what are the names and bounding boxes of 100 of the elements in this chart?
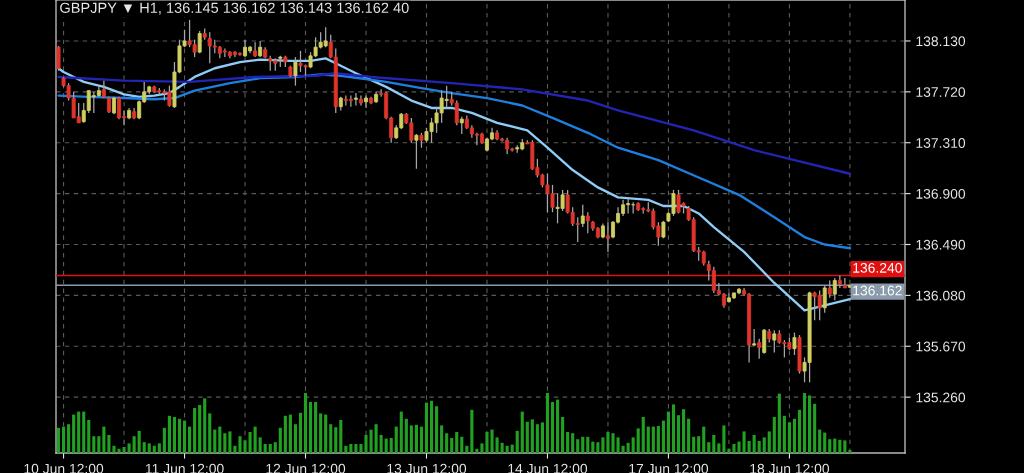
bar — [172, 417, 177, 453]
bar — [213, 429, 217, 453]
bar — [495, 437, 499, 453]
bar — [702, 426, 706, 453]
bar — [182, 420, 187, 453]
bar — [82, 411, 86, 453]
candlestick — [353, 92, 358, 107]
candlestick — [580, 204, 585, 228]
x-tick-label: 14 Jun 12:00 — [508, 463, 588, 473]
y-tick-label: 136.080 — [916, 290, 966, 301]
bar — [470, 409, 474, 453]
bar — [258, 437, 262, 453]
y-tick-label: 136.900 — [916, 188, 966, 199]
x-tick-label: 17 Jun 12:00 — [629, 463, 709, 473]
bar — [545, 393, 550, 453]
bar — [399, 411, 403, 453]
bar — [283, 415, 287, 453]
bar — [319, 413, 323, 453]
bar — [500, 442, 504, 453]
bar — [682, 409, 686, 453]
bar — [601, 437, 605, 453]
bar — [404, 418, 408, 453]
bar — [626, 442, 630, 453]
bar — [152, 445, 156, 453]
bar — [712, 435, 716, 453]
bar — [72, 414, 76, 453]
bar — [344, 445, 348, 453]
bar — [777, 393, 781, 453]
bar — [747, 441, 751, 453]
bar — [455, 432, 459, 453]
candlestick — [757, 338, 762, 360]
bar — [772, 417, 776, 453]
bar — [384, 438, 388, 453]
bar — [460, 436, 464, 453]
ref-line-label: 136.162 — [853, 285, 902, 296]
bar — [818, 429, 822, 453]
bar — [808, 395, 812, 453]
bar — [203, 398, 207, 453]
bar — [581, 436, 585, 453]
bar — [288, 414, 292, 453]
bar — [409, 425, 413, 453]
bar — [308, 402, 313, 453]
y-tick-label: 135.670 — [916, 341, 966, 352]
bar — [792, 418, 797, 453]
line-series — [57, 57, 852, 312]
bar — [621, 445, 625, 453]
candlestick — [414, 133, 419, 170]
bar — [147, 443, 151, 453]
bar — [419, 426, 424, 453]
bar — [571, 433, 575, 453]
y-tick-label: 137.310 — [916, 138, 966, 148]
bar — [354, 444, 358, 453]
bar — [87, 420, 91, 453]
bar — [97, 436, 101, 453]
bar — [515, 430, 519, 453]
bar — [298, 412, 303, 453]
bar — [263, 444, 267, 453]
bar — [349, 444, 353, 453]
bar — [278, 427, 282, 453]
bar — [389, 438, 393, 453]
bar — [757, 441, 761, 453]
bar — [646, 426, 650, 453]
bar — [641, 417, 645, 453]
bar — [374, 424, 378, 453]
candlestick — [56, 45, 61, 72]
x-tick-label: 12 Jun 12:00 — [266, 463, 346, 473]
bar — [566, 432, 570, 453]
bar — [379, 435, 383, 453]
y-tick-label: 136.490 — [916, 239, 966, 250]
bar — [797, 409, 802, 453]
x-tick-label: 18 Jun 12:00 — [750, 463, 830, 473]
bar — [228, 431, 232, 453]
bar — [92, 436, 96, 453]
bar — [782, 415, 786, 453]
bar — [56, 427, 61, 453]
bar — [752, 435, 756, 453]
bar — [394, 426, 398, 453]
candlestick — [348, 94, 353, 108]
bar — [697, 436, 701, 453]
bar — [505, 445, 509, 453]
bar — [127, 443, 131, 453]
bar — [692, 436, 696, 453]
bar — [707, 442, 711, 453]
bar — [177, 418, 182, 453]
bar — [651, 426, 655, 453]
bar — [248, 432, 252, 453]
candlestick — [762, 328, 767, 355]
bar — [334, 427, 338, 453]
line-series — [57, 72, 852, 175]
candlestick — [605, 221, 610, 253]
bar — [656, 426, 660, 453]
bar — [687, 418, 691, 453]
bar — [833, 438, 837, 453]
candlestick — [832, 277, 837, 301]
bar — [339, 420, 343, 453]
bar — [62, 426, 66, 453]
bar — [324, 414, 328, 453]
bar — [303, 393, 308, 453]
bar — [67, 424, 71, 453]
bar — [440, 425, 444, 453]
